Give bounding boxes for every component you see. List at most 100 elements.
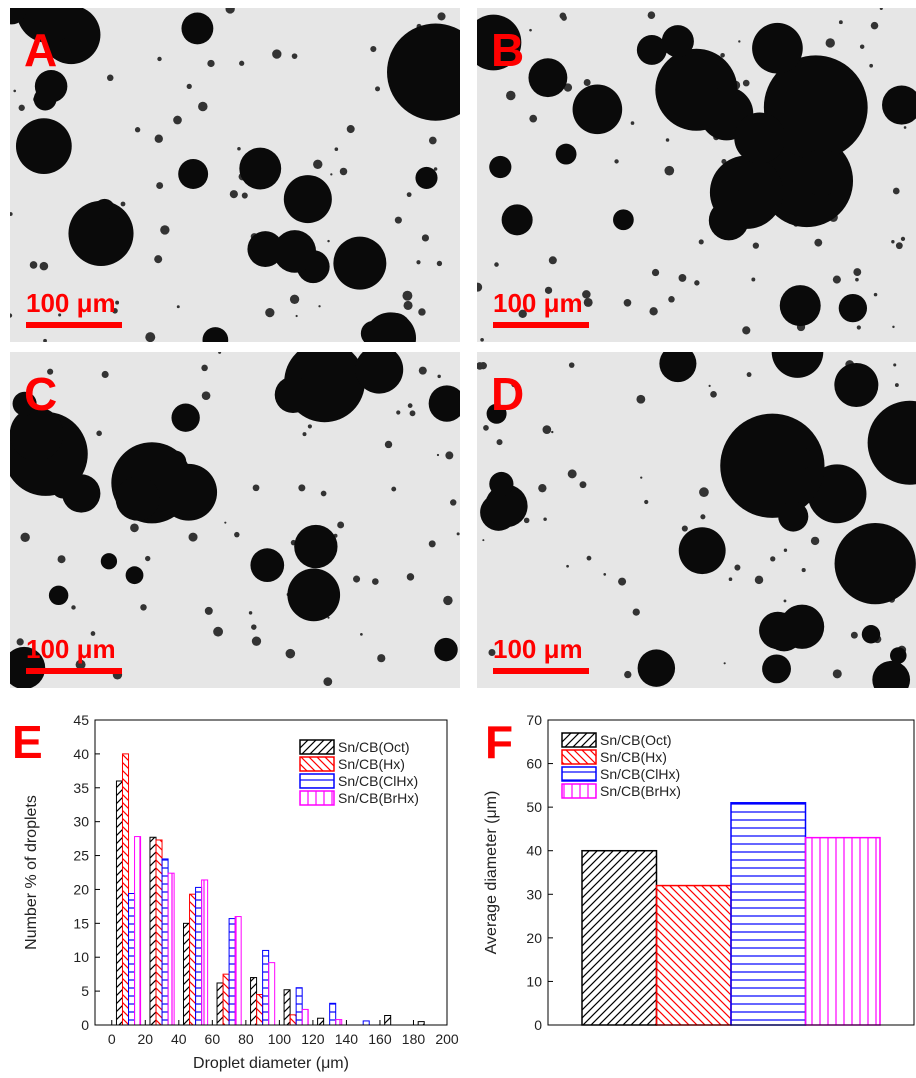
- speck: [724, 662, 726, 664]
- bar: [385, 1016, 391, 1025]
- speck: [896, 242, 903, 249]
- legend-swatch: [562, 784, 596, 798]
- speck: [603, 573, 606, 576]
- speck: [347, 125, 355, 133]
- scale-bar-label: 100 μm: [26, 634, 116, 664]
- speck: [313, 160, 322, 169]
- speck: [321, 491, 327, 497]
- speck: [226, 4, 235, 13]
- speck: [296, 315, 298, 317]
- speck: [58, 555, 66, 563]
- droplet: [287, 569, 340, 622]
- speck: [96, 431, 102, 437]
- speck: [20, 533, 29, 542]
- speck: [480, 338, 484, 342]
- speck: [43, 339, 47, 343]
- speck: [337, 521, 344, 528]
- speck: [833, 669, 842, 678]
- speck: [751, 278, 755, 282]
- speck: [189, 533, 198, 542]
- speck: [569, 362, 575, 368]
- legend-swatch: [562, 767, 596, 781]
- speck: [323, 677, 332, 686]
- x-tick-label: 0: [108, 1031, 116, 1047]
- x-axis-title: Droplet diameter (μm): [193, 1055, 349, 1072]
- speck: [738, 40, 740, 42]
- bar: [202, 880, 208, 1025]
- speck: [624, 299, 632, 307]
- droplet: [94, 199, 115, 220]
- speck: [437, 454, 439, 456]
- speck: [396, 410, 400, 414]
- speck: [851, 632, 858, 639]
- legend-swatch: [562, 733, 596, 747]
- bar: [116, 781, 122, 1025]
- speck: [377, 654, 385, 662]
- droplet: [834, 363, 878, 407]
- speck: [408, 403, 413, 408]
- bar: [196, 887, 202, 1025]
- speck: [419, 367, 427, 375]
- speck: [720, 53, 725, 58]
- scale-bar: [26, 322, 122, 328]
- bar: [150, 837, 156, 1025]
- speck: [679, 274, 687, 282]
- speck: [743, 80, 750, 87]
- speck: [483, 425, 489, 431]
- speck: [327, 240, 329, 242]
- speck: [242, 193, 248, 199]
- speck: [107, 75, 114, 82]
- legend-swatch: [300, 774, 334, 788]
- speck: [422, 234, 429, 241]
- speck: [265, 308, 274, 317]
- droplet: [62, 474, 100, 512]
- droplet: [662, 25, 694, 57]
- speck: [249, 611, 252, 614]
- bar: [263, 950, 269, 1025]
- x-tick-label: 40: [171, 1031, 187, 1047]
- speck: [560, 12, 567, 19]
- speck: [833, 276, 841, 284]
- speck: [102, 371, 109, 378]
- y-tick-label: 15: [73, 915, 89, 931]
- speck: [811, 537, 819, 545]
- speck: [869, 64, 873, 68]
- droplet: [16, 118, 72, 174]
- speck: [17, 638, 24, 645]
- x-tick-label: 20: [137, 1031, 153, 1047]
- bar: [122, 754, 128, 1025]
- speck: [115, 301, 119, 305]
- droplet: [275, 376, 312, 413]
- speck: [177, 305, 180, 308]
- speck: [298, 484, 305, 491]
- speck: [668, 296, 675, 303]
- scale-bar-label: 100 μm: [493, 288, 583, 318]
- bar: [418, 1022, 424, 1025]
- y-tick-label: 40: [73, 746, 89, 762]
- y-tick-label: 10: [73, 949, 89, 965]
- speck: [429, 137, 437, 145]
- speck: [30, 261, 38, 269]
- droplet: [116, 477, 160, 521]
- speck: [372, 578, 379, 585]
- speck: [201, 365, 208, 372]
- speck: [893, 188, 900, 195]
- bar: [235, 917, 241, 1025]
- y-axis-title: Number % of droplets: [23, 795, 40, 950]
- speck: [901, 237, 905, 241]
- speck: [391, 487, 396, 492]
- speck: [543, 517, 546, 520]
- legend-label: Sn/CB(Hx): [600, 749, 667, 765]
- bar: [257, 995, 263, 1026]
- panel-label: C: [24, 368, 57, 420]
- speck: [416, 260, 420, 264]
- speck: [855, 278, 859, 282]
- speck: [395, 217, 402, 224]
- speck: [457, 532, 460, 535]
- speck: [330, 173, 332, 175]
- speck: [253, 484, 260, 491]
- bar: [290, 1015, 296, 1025]
- speck: [437, 261, 442, 266]
- y-tick-label: 10: [526, 973, 542, 989]
- speck: [893, 363, 896, 366]
